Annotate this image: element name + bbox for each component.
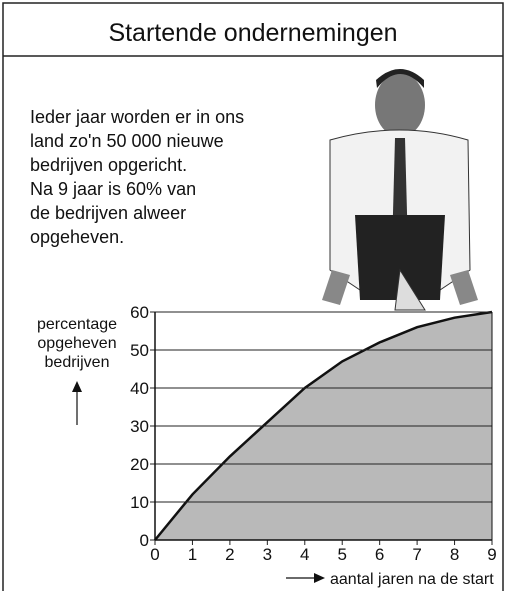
chart: 0 10 20 30 40 50 60 0 1 2 3 4 5 6 7 8 9 percentage opgehev… [37, 303, 497, 588]
intro-line: bedrijven opgericht. [30, 155, 187, 175]
y-axis-label: percentage [37, 316, 117, 333]
intro-text: Ieder jaar worden er in ons land zo'n 50 … [30, 107, 244, 247]
intro-line: de bedrijven alweer [30, 203, 186, 223]
y-tick-label: 30 [130, 417, 149, 436]
x-tick-label: 8 [450, 545, 459, 564]
x-tick-label: 9 [487, 545, 496, 564]
y-tick-label: 20 [130, 455, 149, 474]
x-axis-label: aantal jaren na de start [330, 571, 494, 588]
y-tick-label: 60 [130, 303, 149, 322]
y-tick-label: 40 [130, 379, 149, 398]
title: Startende ondernemingen [108, 19, 397, 47]
x-tick-label: 6 [375, 545, 384, 564]
x-tick-label: 0 [150, 545, 159, 564]
y-tick-label: 0 [140, 531, 149, 550]
intro-line: opgeheven. [30, 227, 124, 247]
y-axis-label: bedrijven [45, 354, 110, 371]
intro-line: Ieder jaar worden er in ons [30, 107, 244, 127]
intro-line: land zo'n 50 000 nieuwe [30, 131, 224, 151]
y-tick-label: 50 [130, 341, 149, 360]
curve [154, 310, 493, 541]
x-tick-label: 7 [412, 545, 421, 564]
y-axis-label: opgeheven [37, 335, 116, 352]
y-tick-label: 10 [130, 493, 149, 512]
intro-line: Na 9 jaar is 60% van [30, 179, 196, 199]
y-label-arrowhead [72, 381, 82, 392]
x-label-arrowhead [314, 573, 325, 583]
x-tick-label: 1 [188, 545, 197, 564]
x-tick-label: 5 [337, 545, 346, 564]
x-tick-label: 3 [263, 545, 272, 564]
x-tick-label: 4 [300, 545, 309, 564]
illustration [322, 69, 478, 311]
x-tick-label: 2 [225, 545, 234, 564]
